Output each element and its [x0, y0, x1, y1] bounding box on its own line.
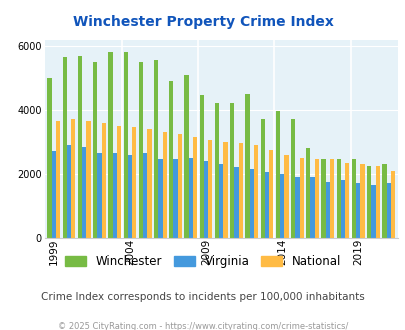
Bar [158, 159, 162, 238]
Bar [284, 154, 288, 238]
Bar [203, 161, 208, 238]
Bar [214, 104, 219, 238]
Bar [390, 171, 394, 238]
Bar [329, 159, 333, 238]
Bar [143, 153, 147, 238]
Text: Crime Index corresponds to incidents per 100,000 inhabitants: Crime Index corresponds to incidents per… [41, 292, 364, 302]
Bar [78, 55, 82, 238]
Text: © 2025 CityRating.com - https://www.cityrating.com/crime-statistics/: © 2025 CityRating.com - https://www.city… [58, 322, 347, 330]
Bar [290, 119, 294, 238]
Bar [351, 159, 355, 238]
Bar [162, 132, 166, 238]
Bar [340, 180, 344, 238]
Bar [184, 75, 188, 238]
Bar [360, 164, 364, 238]
Bar [153, 60, 158, 238]
Bar [325, 182, 329, 238]
Bar [269, 150, 273, 238]
Bar [62, 57, 67, 238]
Bar [82, 147, 86, 238]
Bar [253, 145, 258, 238]
Bar [173, 159, 177, 238]
Bar [230, 104, 234, 238]
Bar [234, 167, 238, 238]
Bar [169, 81, 173, 238]
Bar [314, 159, 318, 238]
Bar [86, 121, 90, 238]
Bar [366, 166, 371, 238]
Text: Winchester Property Crime Index: Winchester Property Crime Index [72, 15, 333, 29]
Bar [117, 126, 121, 238]
Bar [223, 142, 227, 238]
Bar [93, 62, 97, 238]
Bar [310, 177, 314, 238]
Bar [101, 123, 106, 238]
Bar [208, 140, 212, 238]
Bar [47, 78, 51, 238]
Bar [321, 159, 325, 238]
Bar [355, 183, 360, 238]
Bar [344, 163, 349, 238]
Bar [67, 145, 71, 238]
Bar [147, 129, 151, 238]
Bar [123, 52, 128, 238]
Bar [177, 134, 181, 238]
Bar [305, 148, 310, 238]
Bar [275, 112, 279, 238]
Bar [97, 153, 101, 238]
Bar [279, 174, 284, 238]
Bar [375, 166, 379, 238]
Bar [56, 121, 60, 238]
Bar [336, 159, 340, 238]
Bar [386, 183, 390, 238]
Bar [71, 119, 75, 238]
Bar [199, 95, 203, 238]
Bar [299, 158, 303, 238]
Bar [249, 169, 253, 238]
Bar [245, 94, 249, 238]
Legend: Winchester, Virginia, National: Winchester, Virginia, National [65, 255, 340, 268]
Bar [188, 158, 192, 238]
Bar [238, 144, 242, 238]
Bar [219, 164, 223, 238]
Bar [382, 164, 386, 238]
Bar [192, 137, 197, 238]
Bar [112, 153, 117, 238]
Bar [108, 52, 112, 238]
Bar [294, 177, 299, 238]
Bar [51, 151, 56, 238]
Bar [264, 172, 269, 238]
Bar [132, 127, 136, 238]
Bar [139, 62, 143, 238]
Bar [128, 154, 132, 238]
Bar [371, 185, 375, 238]
Bar [260, 119, 264, 238]
